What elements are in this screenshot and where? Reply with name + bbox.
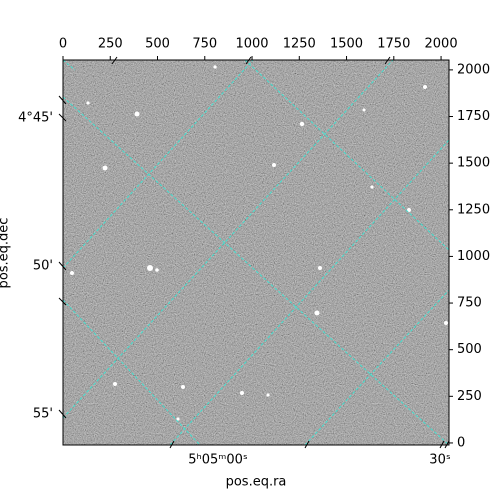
y-axis-label: pos.eq.dec: [0, 218, 12, 289]
ra-tick-label: 30ˢ: [429, 453, 451, 468]
grid-line: [63, 60, 76, 71]
grid-line: [63, 60, 254, 269]
grid-line: [63, 96, 449, 445]
x-tick-label: 250: [98, 37, 123, 52]
grid-line: [304, 289, 449, 445]
y-tick-label: 250: [457, 389, 482, 404]
y-tick-label: 1250: [457, 202, 490, 217]
y-tick-label: 0: [457, 435, 465, 450]
y-tick-label: 500: [457, 342, 482, 357]
x-tick-label: 1750: [377, 37, 410, 52]
y-tick-label: 1750: [457, 109, 490, 124]
x-tick-label: 2000: [425, 37, 458, 52]
y-tick-label: 1000: [457, 249, 490, 264]
dec-tick-label: 55': [33, 407, 53, 422]
x-tick-label: 1500: [330, 37, 363, 52]
sky-image: [63, 60, 449, 445]
frame: [62, 59, 450, 446]
x-axis-label: pos.eq.ra: [226, 475, 287, 490]
y-tick-label: 750: [457, 296, 482, 311]
x-tick-label: 500: [145, 37, 170, 52]
wcs-ticks: [58, 56, 450, 449]
grid-line: [63, 299, 201, 445]
y-tick-label: 2000: [457, 62, 490, 77]
x-tick-label: 0: [59, 37, 67, 52]
x-tick-label: 1250: [283, 37, 316, 52]
dec-tick-label: 4°45': [18, 111, 53, 126]
dec-tick-label: 50': [33, 259, 53, 274]
ra-tick-label: 5ʰ05ᵐ00ˢ: [188, 453, 248, 468]
grid-line: [244, 60, 449, 251]
x-tick-label: 750: [192, 37, 217, 52]
x-tick-label: 1000: [235, 37, 268, 52]
grid-line: [169, 139, 449, 445]
y-tick-label: 1500: [457, 156, 490, 171]
coordinate-grid: [63, 60, 449, 445]
